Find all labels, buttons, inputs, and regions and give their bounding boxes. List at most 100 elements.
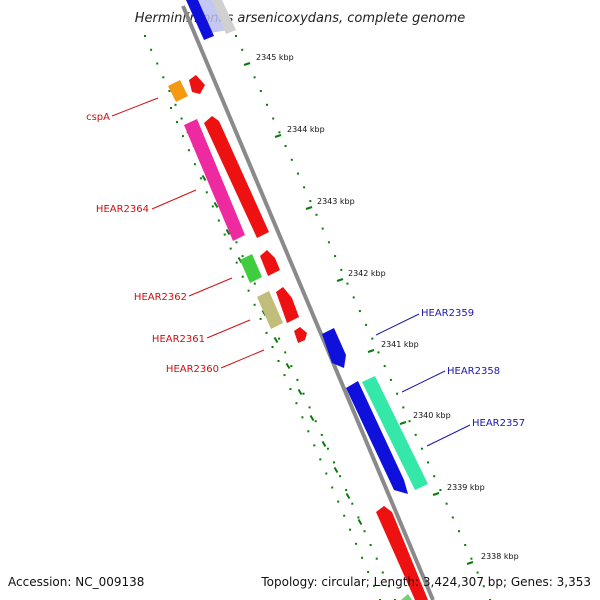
reverse-strand-features <box>168 0 428 600</box>
gene-labels: cspA HEAR2364 HEAR2362 HEAR2361 HEAR2360… <box>86 97 525 447</box>
guide-dot <box>271 346 274 348</box>
guide-dot <box>482 585 485 588</box>
gene-HEAR2360 <box>294 327 307 343</box>
guide-dot <box>235 241 238 244</box>
guide-dot <box>211 205 214 208</box>
guide-dot <box>433 475 436 478</box>
scale-label-2342: 2342 kbp <box>348 269 386 278</box>
scale-labels: 2345 kbp 2344 kbp 2343 kbp 2342 kbp 2341… <box>256 53 519 561</box>
gene-block-top-blue <box>186 0 214 40</box>
guide-dot <box>349 528 352 531</box>
guide-dot <box>339 475 342 478</box>
scale-label-2343: 2343 kbp <box>317 197 355 206</box>
guide-dot <box>301 416 304 419</box>
guide-dot <box>253 76 256 79</box>
leader-HEAR2358 <box>401 370 446 393</box>
scale-label-2338: 2338 kbp <box>481 552 519 561</box>
gene-arrow-red-3 <box>260 250 280 276</box>
scale-tick <box>305 206 313 210</box>
guide-dot <box>278 337 281 340</box>
guide-dot <box>241 275 244 278</box>
guide-dot <box>445 502 448 505</box>
gene-HEAR2362 <box>240 254 262 283</box>
guide-dot <box>144 35 146 37</box>
guide-dot <box>320 433 323 436</box>
guide-dot <box>290 158 293 161</box>
gene-cspA <box>168 80 188 102</box>
guide-dot <box>295 402 298 405</box>
guide-dot <box>361 556 364 559</box>
accession-text: Accession: NC_009138 <box>8 575 144 589</box>
guide-dot <box>303 186 306 189</box>
guide-dot <box>283 374 286 377</box>
guide-dot <box>253 303 256 306</box>
guide-dot <box>253 282 256 285</box>
guide-dot <box>420 447 423 450</box>
guide-dot <box>414 433 417 436</box>
genome-backbone <box>181 5 435 600</box>
guide-dot <box>309 200 312 203</box>
guide-dot <box>259 90 262 92</box>
minor-tick <box>273 336 279 344</box>
scale-tick <box>243 62 251 66</box>
guide-dot <box>302 392 305 395</box>
guide-dot <box>367 570 370 573</box>
scale-label-2344: 2344 kbp <box>287 125 325 134</box>
guide-dot <box>369 544 372 546</box>
leader-HEAR2357 <box>426 424 471 447</box>
guide-dot <box>377 351 380 354</box>
minor-tick <box>309 414 315 422</box>
leader-HEAR2360 <box>220 349 265 369</box>
guide-dot <box>464 544 467 546</box>
guide-dot <box>187 149 190 152</box>
label-HEAR2357: HEAR2357 <box>472 418 525 429</box>
guide-dot <box>265 331 268 334</box>
guide-dot <box>297 172 299 175</box>
gene-HEAR2359 <box>322 328 346 368</box>
guide-dot <box>321 227 324 230</box>
leader-cspA <box>111 97 159 117</box>
guide-dot <box>223 233 226 236</box>
guide-dot <box>331 486 334 489</box>
minor-tick <box>225 228 231 236</box>
guide-dot <box>327 241 330 244</box>
guide-dot <box>168 90 171 92</box>
guide-dot <box>451 516 454 519</box>
guide-dot <box>352 296 355 299</box>
leader-HEAR2361 <box>206 319 251 339</box>
minor-tick <box>321 440 327 448</box>
leader-HEAR2364 <box>151 189 197 210</box>
guide-dot <box>381 571 384 574</box>
guide-dot <box>357 516 360 519</box>
scale-label-2341: 2341 kbp <box>381 340 419 349</box>
guide-dot <box>345 489 348 491</box>
guide-dot <box>199 177 202 180</box>
guide-dot <box>408 420 411 423</box>
gene-HEAR2357 <box>362 376 428 490</box>
gene-HEAR2358 <box>346 381 408 494</box>
leader-HEAR2359 <box>375 313 420 336</box>
guide-dot <box>365 323 368 326</box>
guide-dot <box>325 472 328 475</box>
guide-dot <box>470 557 473 560</box>
guide-dot <box>375 557 378 560</box>
minor-tick <box>285 362 291 370</box>
guide-dot <box>387 585 390 588</box>
guide-dot <box>313 444 316 447</box>
guide-dot <box>241 255 244 258</box>
gene-arrow-red-1 <box>189 75 205 94</box>
guide-dot <box>193 163 196 166</box>
guide-dot <box>373 584 375 587</box>
guide-dot <box>181 135 184 138</box>
scale-tick <box>466 561 474 565</box>
guide-dot <box>259 317 262 320</box>
guide-dot <box>343 514 346 517</box>
guide-dot <box>337 500 340 503</box>
guide-dot <box>277 360 280 362</box>
gene-bottom-green <box>401 594 412 600</box>
guide-dot <box>284 145 287 147</box>
label-HEAR2358: HEAR2358 <box>447 366 500 377</box>
guide-dot <box>396 392 399 395</box>
guide-dot <box>217 219 220 222</box>
